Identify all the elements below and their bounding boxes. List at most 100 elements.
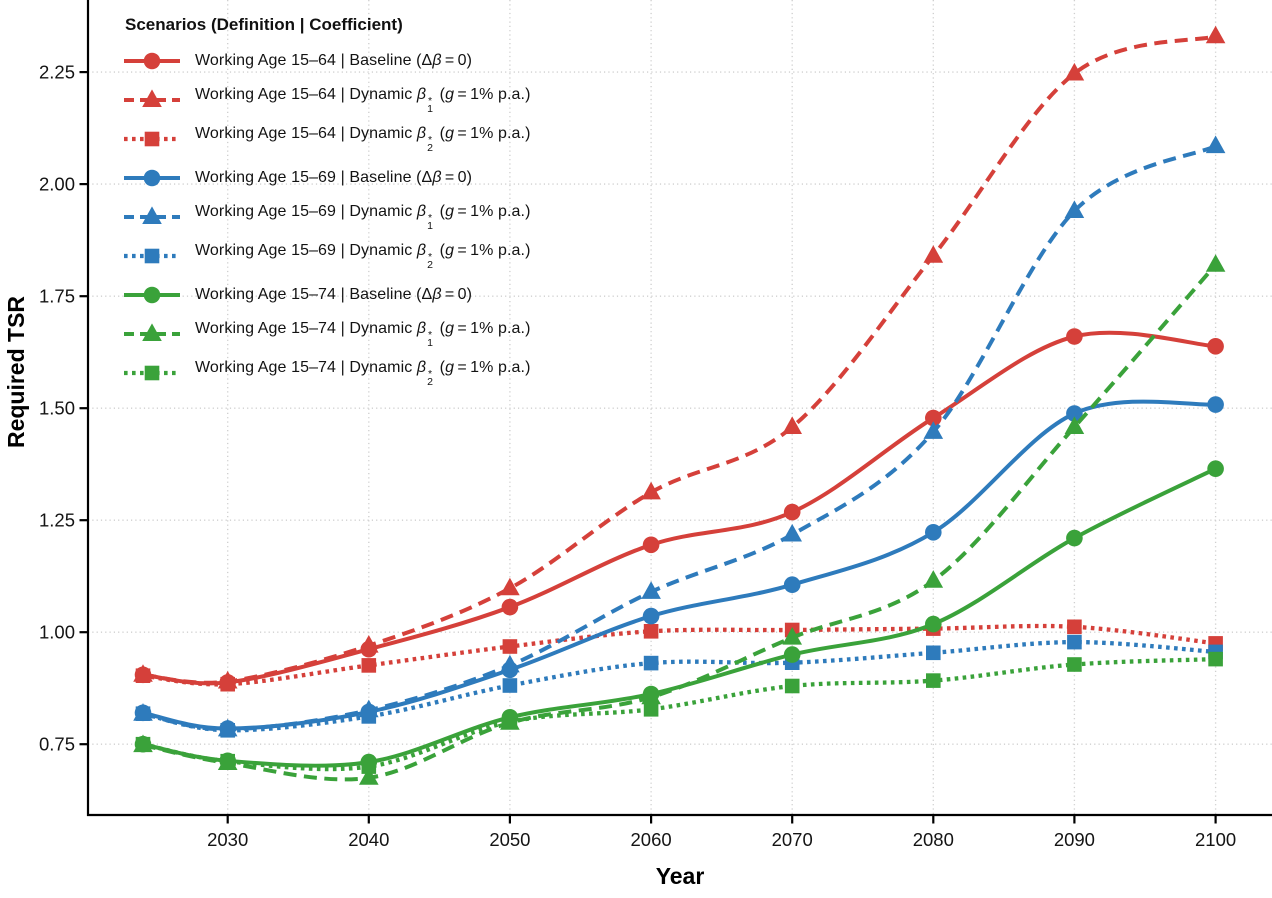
marker-triangle-icon bbox=[782, 627, 802, 645]
legend-label: Working Age 15–64 | Baseline (Δβ = 0) bbox=[195, 51, 473, 69]
marker-circle-icon bbox=[143, 52, 161, 69]
legend-key-triangle-icon bbox=[124, 205, 180, 224]
x-tick-label: 2090 bbox=[1054, 829, 1095, 850]
marker-square-icon bbox=[135, 736, 151, 752]
marker-circle-icon bbox=[783, 576, 801, 593]
marker-triangle-icon bbox=[782, 416, 802, 434]
marker-square-icon bbox=[1067, 657, 1082, 672]
legend-item: Working Age 15–64 | Dynamic β * 1 (g = 1% … bbox=[123, 80, 531, 119]
marker-triangle-icon bbox=[923, 421, 944, 439]
legend-item: Working Age 15–74 | Dynamic β * 2 (g = 1% … bbox=[123, 353, 531, 392]
legend-label: Working Age 15–74 | Dynamic β * 2 (g = 1% … bbox=[195, 358, 531, 388]
legend-items: Working Age 15–64 | Baseline (Δβ = 0) Wor… bbox=[123, 41, 531, 392]
marker-square-icon bbox=[1208, 651, 1223, 667]
legend-key-triangle-icon bbox=[124, 322, 180, 341]
marker-square-icon bbox=[361, 709, 377, 724]
marker-circle-icon bbox=[1207, 460, 1224, 478]
series-line bbox=[142, 34, 1217, 685]
marker-square-icon bbox=[1067, 634, 1082, 650]
marker-triangle-icon bbox=[1064, 62, 1085, 81]
y-tick-label: 1.00 bbox=[39, 622, 75, 643]
legend-key-circle-icon bbox=[124, 169, 180, 186]
series-3 bbox=[135, 619, 1223, 692]
x-tick-label: 2060 bbox=[631, 829, 672, 850]
series-line bbox=[142, 144, 1217, 732]
series-line bbox=[142, 623, 1216, 687]
marker-circle-icon bbox=[1066, 405, 1083, 422]
legend-label: Working Age 15–69 | Dynamic β * 2 (g = 1% … bbox=[195, 241, 531, 271]
marker-square-icon bbox=[502, 678, 518, 693]
marker-circle-icon bbox=[1066, 328, 1083, 345]
marker-square-icon bbox=[144, 131, 160, 146]
legend-label: Working Age 15–74 | Dynamic β * 1 (g = 1% … bbox=[195, 319, 531, 349]
marker-square-icon bbox=[926, 673, 941, 688]
marker-circle-icon bbox=[1207, 396, 1224, 413]
marker-circle-icon bbox=[925, 409, 942, 427]
x-tick-label: 2050 bbox=[489, 829, 530, 850]
marker-square-icon bbox=[502, 714, 518, 730]
legend-key-circle-icon bbox=[124, 52, 180, 69]
legend-item: Working Age 15–64 | Baseline (Δβ = 0) bbox=[123, 41, 531, 80]
marker-triangle-icon bbox=[923, 245, 944, 263]
marker-triangle-icon bbox=[1205, 25, 1226, 44]
marker-square-icon bbox=[784, 678, 800, 694]
marker-triangle-icon bbox=[782, 523, 802, 542]
marker-triangle-icon bbox=[1064, 416, 1085, 434]
marker-triangle-icon bbox=[500, 654, 520, 673]
marker-triangle-icon bbox=[641, 686, 661, 705]
marker-square-icon bbox=[220, 753, 235, 769]
legend-key-square-icon bbox=[124, 365, 180, 380]
marker-triangle-icon bbox=[1205, 135, 1226, 154]
marker-square-icon bbox=[135, 668, 151, 683]
marker-square-icon bbox=[643, 702, 659, 717]
marker-triangle-icon bbox=[641, 481, 661, 500]
marker-circle-icon bbox=[783, 646, 801, 663]
marker-square-icon bbox=[144, 365, 160, 380]
marker-square-icon bbox=[361, 658, 377, 673]
x-tick-label: 2030 bbox=[207, 829, 248, 850]
marker-triangle-icon bbox=[500, 577, 520, 596]
marker-square-icon bbox=[926, 645, 941, 661]
marker-triangle-icon bbox=[359, 635, 379, 653]
marker-circle-icon bbox=[143, 169, 161, 186]
marker-triangle-icon bbox=[923, 570, 944, 588]
legend-label: Working Age 15–69 | Dynamic β * 1 (g = 1% … bbox=[195, 202, 531, 232]
y-axis-title: Required TSR bbox=[3, 296, 29, 448]
marker-circle-icon bbox=[925, 524, 942, 541]
x-tick-label: 2070 bbox=[772, 829, 813, 850]
marker-circle-icon bbox=[1066, 529, 1083, 547]
series-line bbox=[142, 263, 1218, 782]
legend: Scenarios (Definition | Coefficient) Wor… bbox=[123, 15, 531, 392]
legend-item: Working Age 15–69 | Dynamic β * 2 (g = 1% … bbox=[123, 236, 531, 275]
series-line bbox=[142, 399, 1216, 731]
marker-circle-icon bbox=[1207, 338, 1224, 355]
marker-triangle-icon bbox=[142, 88, 162, 107]
y-tick-label: 2.00 bbox=[39, 174, 75, 195]
legend-label: Working Age 15–64 | Dynamic β * 2 (g = 1% … bbox=[195, 124, 531, 154]
marker-square-icon bbox=[144, 248, 160, 263]
marker-triangle-icon bbox=[359, 767, 379, 785]
x-axis-title: Year bbox=[656, 863, 705, 889]
legend-key-triangle-icon bbox=[124, 88, 180, 107]
marker-square-icon bbox=[135, 706, 151, 721]
legend-label: Working Age 15–64 | Dynamic β * 1 (g = 1% … bbox=[195, 85, 531, 115]
axes bbox=[79, 0, 1272, 824]
legend-key-circle-icon bbox=[124, 286, 180, 303]
marker-square-icon bbox=[1067, 619, 1082, 635]
legend-title: Scenarios (Definition | Coefficient) bbox=[125, 15, 403, 34]
legend-item: Working Age 15–69 | Dynamic β * 1 (g = 1% … bbox=[123, 197, 531, 236]
tick-labels: 2030 2040 2050 2060 2070 2080 2090 2100 0.75 1.00… bbox=[39, 62, 1236, 850]
marker-triangle-icon bbox=[1205, 254, 1226, 272]
marker-circle-icon bbox=[783, 503, 801, 521]
series-6 bbox=[135, 634, 1223, 738]
marker-triangle-icon bbox=[641, 581, 661, 599]
marker-square-icon bbox=[643, 624, 659, 639]
marker-square-icon bbox=[361, 759, 377, 774]
series-9 bbox=[135, 651, 1223, 774]
y-tick-label: 2.25 bbox=[39, 62, 75, 83]
x-tick-label: 2080 bbox=[913, 829, 954, 850]
marker-square-icon bbox=[220, 723, 235, 738]
legend-item: Working Age 15–74 | Baseline (Δβ = 0) bbox=[123, 275, 531, 314]
